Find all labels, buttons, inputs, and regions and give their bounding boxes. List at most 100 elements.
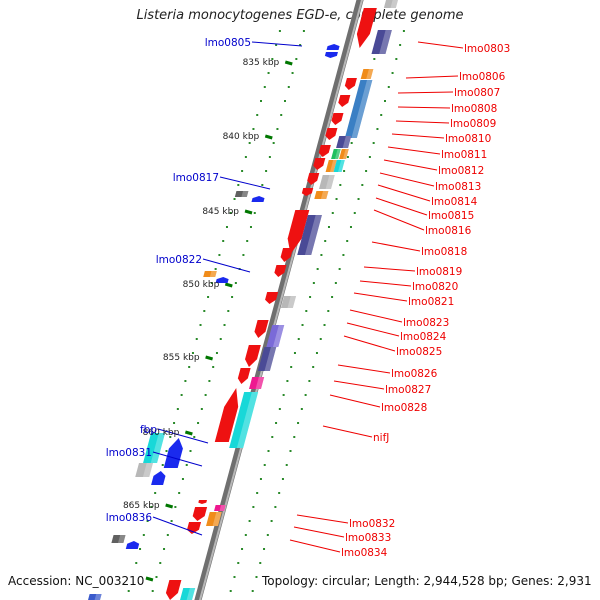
- track-dot: [170, 520, 173, 522]
- track-dot: [176, 408, 179, 410]
- gene-label-lmo0820: lmo0820: [412, 281, 458, 293]
- track-dot: [218, 254, 221, 256]
- track-dot: [272, 142, 275, 144]
- track-dot: [248, 142, 251, 144]
- track-dot: [320, 254, 323, 256]
- gene-label-lmo0834: lmo0834: [341, 547, 388, 559]
- gene-arrow: [251, 196, 265, 202]
- gene-block: [333, 160, 345, 172]
- track-dot: [297, 422, 300, 424]
- track-dot: [166, 534, 169, 536]
- gene-label-lmo0836: lmo0836: [106, 512, 153, 524]
- gene-arrow: [324, 52, 338, 58]
- track-dot: [189, 450, 192, 452]
- track-dot: [135, 562, 138, 564]
- gene-arrow: [192, 507, 208, 521]
- track-dot: [302, 30, 305, 32]
- track-dot: [215, 352, 218, 354]
- label-line: [417, 41, 464, 49]
- label-line: [371, 241, 421, 252]
- track-dot: [242, 254, 245, 256]
- track-dot: [300, 408, 303, 410]
- track-dot: [380, 114, 383, 116]
- track-dot: [395, 58, 398, 60]
- scale-tick: [184, 430, 193, 436]
- track-dot: [233, 198, 236, 200]
- gene-block: [383, 0, 398, 8]
- track-dot: [338, 268, 341, 270]
- track-dot: [282, 394, 285, 396]
- track-dot: [334, 282, 337, 284]
- track-dot: [229, 590, 232, 592]
- gene-block: [111, 535, 126, 543]
- gene-block: [331, 149, 341, 159]
- track-dot: [173, 422, 176, 424]
- track-dot: [287, 86, 290, 88]
- track-dot: [289, 450, 292, 452]
- scale-tick: [205, 355, 214, 361]
- track-dot: [165, 450, 168, 452]
- track-dot: [290, 366, 293, 368]
- label-line: [391, 133, 445, 139]
- gene-label-lmo0814: lmo0814: [431, 196, 478, 208]
- gene-label-lmo0819: lmo0819: [416, 266, 462, 278]
- gene-block: [318, 175, 335, 189]
- track-dot: [139, 548, 142, 550]
- label-line: [296, 514, 349, 524]
- label-line: [397, 91, 454, 94]
- gene-block: [143, 433, 166, 463]
- gene-arrow: [163, 438, 183, 468]
- label-line: [395, 120, 450, 124]
- track-dot: [299, 44, 302, 46]
- track-dot: [204, 394, 207, 396]
- gene-arrow: [254, 320, 269, 338]
- gene-label-lmo0823: lmo0823: [403, 317, 449, 329]
- gene-arrow: [215, 277, 229, 283]
- track-dot: [343, 170, 346, 172]
- gene-arrow: [125, 541, 140, 549]
- label-line: [363, 266, 416, 272]
- gene-label-lmo0818: lmo0818: [421, 246, 467, 258]
- track-dot: [324, 240, 327, 242]
- gene-block: [344, 80, 373, 138]
- track-dot: [214, 268, 217, 270]
- gene-block: [266, 325, 285, 347]
- track-dot: [256, 114, 259, 116]
- track-dot: [399, 44, 402, 46]
- scale-tick-label: 840 kbp: [223, 132, 260, 142]
- track-dot: [266, 534, 269, 536]
- track-dot: [275, 422, 278, 424]
- scale-tick: [145, 576, 154, 582]
- track-dot: [169, 436, 172, 438]
- track-dot: [293, 352, 296, 354]
- track-dot: [193, 436, 196, 438]
- gene-label-lmo0822: lmo0822: [156, 254, 202, 266]
- track-dot: [161, 464, 164, 466]
- gene-label-lmo0832: lmo0832: [349, 518, 395, 530]
- gene-label-lmo0821: lmo0821: [408, 296, 454, 308]
- track-dot: [312, 282, 315, 284]
- label-line: [353, 292, 408, 302]
- scale-tick: [244, 209, 253, 215]
- label-line: [373, 209, 425, 231]
- gene-block: [214, 505, 226, 511]
- track-dot: [315, 352, 318, 354]
- track-dot: [151, 590, 154, 592]
- track-dot: [229, 212, 232, 214]
- track-dot: [227, 310, 230, 312]
- gene-arrow: [237, 368, 251, 384]
- track-dot: [373, 58, 376, 60]
- track-dot: [319, 338, 322, 340]
- gene-label-lmo0817: lmo0817: [173, 172, 219, 184]
- track-dot: [271, 58, 274, 60]
- track-dot: [304, 394, 307, 396]
- track-dot: [150, 506, 153, 508]
- scale-tick: [165, 503, 174, 509]
- track-dot: [278, 30, 281, 32]
- accession-text: Accession: NC_003210: [8, 574, 145, 588]
- track-dot: [346, 240, 349, 242]
- gene-features: [88, 0, 398, 600]
- track-dot: [278, 492, 281, 494]
- track-dot: [210, 282, 213, 284]
